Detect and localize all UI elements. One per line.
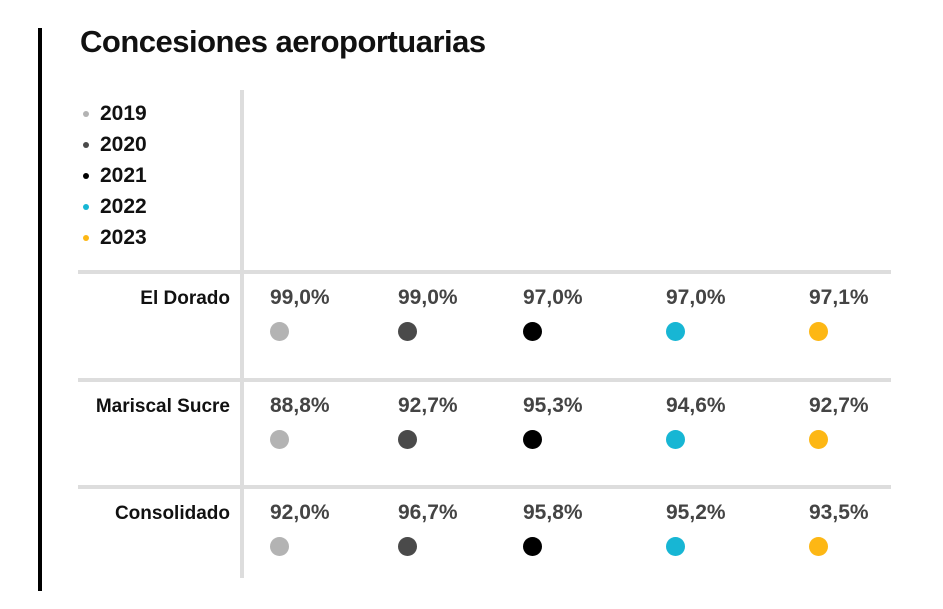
row-divider <box>78 485 891 489</box>
dot <box>809 430 828 449</box>
value-label: 92,0% <box>270 501 330 524</box>
value-label: 97,0% <box>666 286 726 309</box>
row-label: Consolidado <box>114 503 230 524</box>
value-label: 92,7% <box>398 394 458 417</box>
legend-dot <box>83 204 89 210</box>
value-label: 97,1% <box>809 286 869 309</box>
legend-label: 2019 <box>100 102 147 125</box>
dot <box>523 322 542 341</box>
legend-label: 2020 <box>100 133 147 156</box>
legend-dot <box>83 142 89 148</box>
dot <box>398 322 417 341</box>
value-label: 93,5% <box>809 501 869 524</box>
value-label: 99,0% <box>270 286 330 309</box>
value-label: 95,2% <box>666 501 726 524</box>
value-label: 94,6% <box>666 394 726 417</box>
value-label: 88,8% <box>270 394 330 417</box>
value-label: 95,3% <box>523 394 583 417</box>
column-divider <box>240 90 244 578</box>
value-label: 95,8% <box>523 501 583 524</box>
dot <box>666 430 685 449</box>
value-label: 96,7% <box>398 501 458 524</box>
dot <box>666 322 685 341</box>
legend-label: 2023 <box>100 226 147 249</box>
dot <box>270 430 289 449</box>
dot <box>523 537 542 556</box>
dot <box>666 537 685 556</box>
legend-label: 2022 <box>100 195 147 218</box>
legend-dot <box>83 173 89 179</box>
row-label: El Dorado <box>140 288 230 309</box>
dot <box>270 537 289 556</box>
row-label: Mariscal Sucre <box>95 396 230 417</box>
dot <box>398 430 417 449</box>
accent-bar <box>38 28 42 591</box>
value-label: 92,7% <box>809 394 869 417</box>
legend-dot <box>83 235 89 241</box>
chart-title: Concesiones aeroportuarias <box>80 24 486 59</box>
legend-dot <box>83 111 89 117</box>
dot <box>398 537 417 556</box>
value-label: 99,0% <box>398 286 458 309</box>
row-divider <box>78 378 891 382</box>
dot <box>523 430 542 449</box>
value-label: 97,0% <box>523 286 583 309</box>
dot <box>270 322 289 341</box>
legend-label: 2021 <box>100 164 147 187</box>
row-divider <box>78 270 891 274</box>
dot <box>809 322 828 341</box>
dot <box>809 537 828 556</box>
